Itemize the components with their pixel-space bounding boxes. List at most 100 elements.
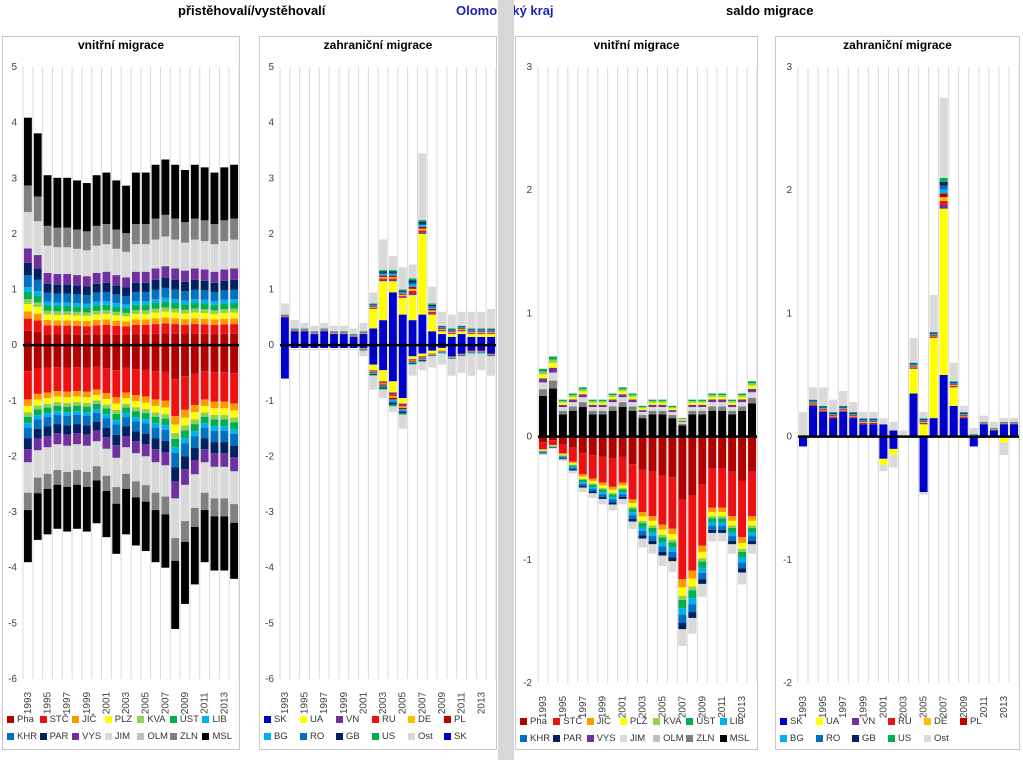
bar-segment-LIB: [82, 303, 91, 308]
bar-segment-KHR: [598, 494, 607, 497]
bar-segment-KHR: [578, 483, 587, 486]
bar-segment-SK: [398, 345, 407, 399]
bar-segment-SK: [369, 328, 378, 346]
bar-segment-MSL: [33, 493, 42, 540]
bar-segment-MSL: [131, 172, 140, 225]
bar-segment-PAR: [200, 280, 209, 291]
bar-segment-JIM: [181, 242, 189, 271]
bar-segment-UA: [438, 331, 446, 335]
bar-segment-other: [398, 293, 407, 295]
bar-segment-other: [809, 401, 818, 402]
bar-segment-STČ: [618, 456, 627, 483]
bar-segment-Ost: [879, 418, 888, 425]
bar-segment-KHR: [638, 530, 647, 536]
legend-item: SK: [780, 716, 816, 727]
legend-item: SK: [264, 714, 300, 725]
bar-segment-PLZ: [598, 485, 607, 489]
bar-segment-JIM: [618, 498, 627, 505]
bar-segment-LIB: [658, 542, 667, 547]
bar-segment-MSL: [53, 484, 62, 529]
bar-segment-PAR: [588, 491, 597, 494]
bar-segment-UA: [467, 334, 476, 337]
bar-segment-PAR: [92, 421, 101, 431]
bar-segment-ZLN: [728, 410, 737, 415]
legend-label: KVA: [663, 716, 682, 727]
bar-segment-KHR: [63, 416, 72, 426]
bar-segment-other: [388, 401, 397, 403]
bar-segment-Ost: [418, 153, 427, 220]
bar-segment-Ost: [330, 325, 338, 332]
bar-segment-JIČ: [568, 461, 577, 464]
bar-segment-KHR: [718, 525, 727, 530]
bar-segment-other: [467, 328, 476, 330]
bar-segment-JIČ: [112, 320, 121, 326]
bar-segment-ÚST: [181, 304, 189, 310]
bar-segment-STČ: [210, 372, 219, 402]
bar-segment-Pha: [151, 345, 160, 372]
bar-segment-other: [428, 303, 437, 305]
bar-segment-other: [388, 402, 397, 405]
x-tick-label: 2001: [101, 691, 112, 714]
legend-item: LIB: [202, 714, 235, 725]
y-tick-label: 5: [268, 62, 274, 73]
bar-segment-Ost: [438, 353, 446, 365]
bar-segment-Ost: [849, 402, 858, 412]
bar-segment-STČ: [161, 371, 170, 401]
legend-label: KVA: [147, 714, 166, 725]
bar-segment-STČ: [63, 367, 72, 392]
bar-segment-other: [388, 397, 397, 400]
bar-segment-Ost: [310, 325, 319, 332]
bar-segment-other: [379, 270, 388, 272]
bar-segment-PLZ: [718, 511, 727, 517]
bar-segment-JIM: [92, 245, 101, 273]
bar-segment-UA: [999, 436, 1008, 443]
bar-segment-other: [379, 385, 388, 387]
bar-segment-VYS: [161, 266, 170, 279]
bar-segment-ZLN: [23, 185, 32, 213]
bar-segment-ZLN: [190, 507, 199, 528]
bar-segment-KVA: [63, 402, 72, 407]
bar-segment-Pha: [190, 333, 199, 346]
bar-segment-other: [819, 410, 828, 412]
bar-segment-PAR: [668, 557, 677, 562]
bar-segment-MSL: [230, 522, 239, 579]
bar-segment-other: [398, 291, 407, 293]
legend-swatch: [586, 735, 594, 742]
bar-segment-ÚST: [548, 356, 557, 360]
bar-segment-KHR: [53, 414, 62, 425]
bar-segment-other: [388, 395, 397, 398]
bar-segment-other: [829, 415, 838, 417]
bar-segment-KHR: [112, 294, 121, 304]
bar-segment-Ost: [398, 267, 407, 290]
bar-segment-STČ: [122, 326, 131, 336]
bar-segment-VYS: [548, 367, 557, 373]
bar-segment-KHR: [190, 289, 199, 300]
bar-segment-other: [467, 331, 476, 333]
bar-segment-ZLN: [548, 380, 557, 389]
x-tick-label: 2007: [677, 695, 688, 718]
legend-label: ZLN: [696, 733, 715, 744]
bar-segment-other: [447, 328, 456, 330]
legend-label: PAR: [49, 731, 69, 742]
bar-segment-PLZ: [53, 396, 62, 403]
legend-item: LIB: [719, 716, 753, 727]
bar-segment-KVA: [588, 401, 597, 403]
bar-segment-other: [909, 362, 918, 364]
bar-segment-VYS: [122, 277, 131, 288]
bar-segment-LIB: [63, 412, 72, 417]
bar-segment-KVA: [678, 595, 687, 600]
bar-segment-VYS: [638, 410, 647, 412]
bar-segment-Pha: [738, 436, 747, 481]
bar-segment-Ost: [428, 356, 437, 368]
bar-segment-JIČ: [578, 474, 587, 477]
bar-segment-other: [477, 332, 486, 334]
bar-segment-LIB: [33, 415, 42, 420]
bar-segment-ZLN: [718, 406, 727, 411]
bar-segment-other: [487, 331, 496, 333]
x-tick-label: 1993: [798, 695, 809, 718]
bar-segment-other: [418, 220, 427, 222]
bar-segment-other: [467, 333, 476, 335]
bar-segment-STČ: [63, 325, 72, 335]
bar-segment-MSL: [738, 410, 747, 437]
bar-segment-STČ: [112, 370, 121, 398]
